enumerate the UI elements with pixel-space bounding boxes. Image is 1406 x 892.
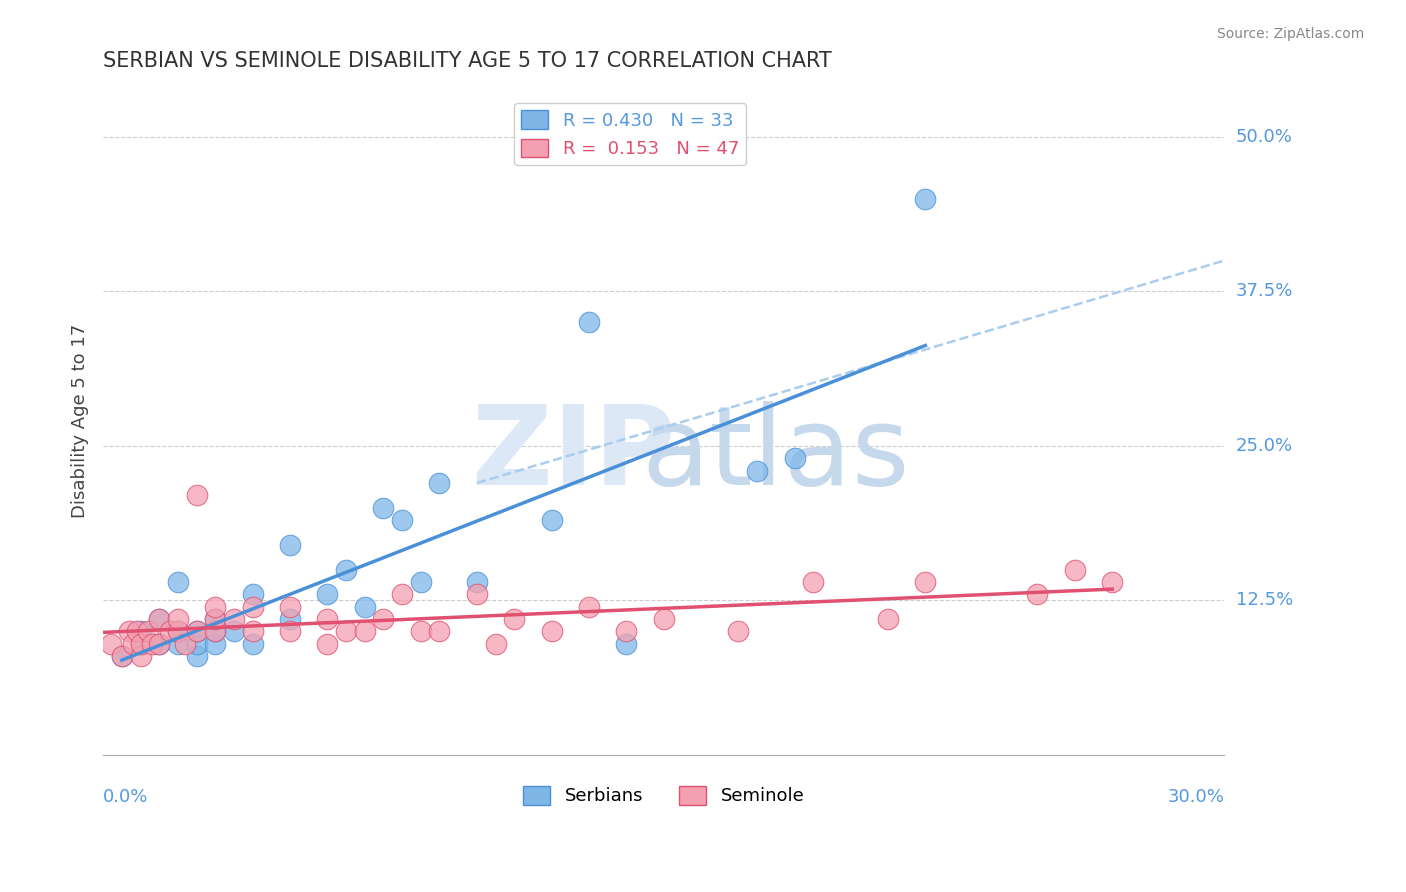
Serbians [278, 612, 301, 626]
Serbians [278, 538, 301, 552]
Seminole [652, 612, 675, 626]
Seminole [409, 624, 432, 639]
Seminole [1101, 574, 1123, 589]
Seminole [801, 574, 824, 589]
Serbians [204, 612, 226, 626]
Seminole [204, 624, 226, 639]
Serbians [373, 500, 395, 515]
Seminole [122, 637, 145, 651]
Serbians [540, 513, 562, 527]
Seminole [278, 624, 301, 639]
Serbians [747, 464, 769, 478]
Seminole [278, 599, 301, 614]
Seminole [316, 612, 339, 626]
Seminole [335, 624, 357, 639]
Y-axis label: Disability Age 5 to 17: Disability Age 5 to 17 [72, 324, 89, 518]
Seminole [125, 624, 148, 639]
Serbians [242, 637, 264, 651]
Serbians [465, 574, 488, 589]
Legend: Serbians, Seminole: Serbians, Seminole [516, 779, 811, 813]
Seminole [1026, 587, 1049, 601]
Seminole [148, 612, 170, 626]
Text: 25.0%: 25.0% [1236, 437, 1292, 455]
Serbians [129, 637, 152, 651]
Text: atlas: atlas [641, 401, 910, 508]
Seminole [242, 599, 264, 614]
Seminole [914, 574, 936, 589]
Seminole [129, 637, 152, 651]
Seminole [540, 624, 562, 639]
Serbians [783, 451, 806, 466]
Seminole [136, 624, 159, 639]
Serbians [167, 624, 190, 639]
Serbians [167, 637, 190, 651]
Seminole [353, 624, 375, 639]
Serbians [222, 624, 245, 639]
Serbians [914, 192, 936, 206]
Text: ZIP: ZIP [472, 401, 676, 508]
Serbians [129, 624, 152, 639]
Seminole [186, 624, 208, 639]
Serbians [353, 599, 375, 614]
Serbians [429, 475, 451, 490]
Seminole [877, 612, 900, 626]
Serbians [186, 637, 208, 651]
Seminole [174, 637, 197, 651]
Text: 12.5%: 12.5% [1236, 591, 1292, 609]
Serbians [111, 648, 134, 663]
Seminole [141, 637, 163, 651]
Text: 50.0%: 50.0% [1236, 128, 1292, 146]
Seminole [391, 587, 413, 601]
Serbians [316, 587, 339, 601]
Seminole [100, 637, 122, 651]
Serbians [242, 587, 264, 601]
Seminole [186, 488, 208, 502]
Seminole [129, 648, 152, 663]
Seminole [373, 612, 395, 626]
Text: Source: ZipAtlas.com: Source: ZipAtlas.com [1216, 27, 1364, 41]
Serbians [148, 612, 170, 626]
Seminole [159, 624, 181, 639]
Text: 37.5%: 37.5% [1236, 283, 1294, 301]
Serbians [391, 513, 413, 527]
Seminole [167, 624, 190, 639]
Seminole [204, 612, 226, 626]
Seminole [614, 624, 637, 639]
Serbians [409, 574, 432, 589]
Seminole [167, 612, 190, 626]
Seminole [465, 587, 488, 601]
Seminole [242, 624, 264, 639]
Serbians [186, 648, 208, 663]
Seminole [222, 612, 245, 626]
Serbians [614, 637, 637, 651]
Seminole [204, 599, 226, 614]
Seminole [316, 637, 339, 651]
Seminole [578, 599, 600, 614]
Seminole [484, 637, 506, 651]
Text: 30.0%: 30.0% [1167, 789, 1225, 806]
Serbians [186, 624, 208, 639]
Text: SERBIAN VS SEMINOLE DISABILITY AGE 5 TO 17 CORRELATION CHART: SERBIAN VS SEMINOLE DISABILITY AGE 5 TO … [103, 51, 832, 70]
Serbians [204, 624, 226, 639]
Seminole [148, 637, 170, 651]
Seminole [727, 624, 749, 639]
Serbians [148, 637, 170, 651]
Seminole [1063, 562, 1085, 576]
Seminole [429, 624, 451, 639]
Seminole [118, 624, 141, 639]
Text: 0.0%: 0.0% [103, 789, 149, 806]
Seminole [111, 648, 134, 663]
Seminole [503, 612, 526, 626]
Serbians [167, 574, 190, 589]
Serbians [335, 562, 357, 576]
Serbians [204, 637, 226, 651]
Serbians [578, 315, 600, 329]
